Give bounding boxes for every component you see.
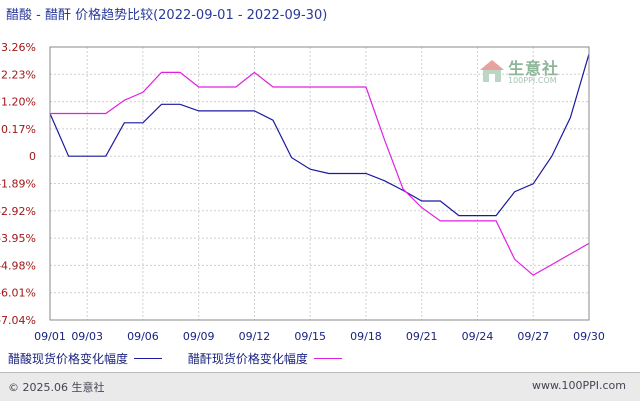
- y-tick-label: -6.01%: [0, 287, 36, 300]
- x-tick-label: 09/21: [406, 330, 438, 343]
- x-tick-label: 09/27: [517, 330, 549, 343]
- legend-line-acetic-anhydride: [313, 358, 342, 359]
- y-tick-label: -7.04%: [0, 314, 36, 327]
- watermark-logo: 生意社 100PPI.COM: [476, 52, 586, 92]
- legend-item-acetic-anhydride: 醋酐现货价格变化幅度: [188, 350, 342, 367]
- plot-frame: [49, 46, 590, 321]
- y-tick-label: 1.20%: [1, 96, 36, 109]
- x-tick-label: 09/12: [239, 330, 271, 343]
- x-tick-label: 09/03: [71, 330, 103, 343]
- legend: 醋酸现货价格变化幅度 醋酐现货价格变化幅度: [8, 350, 364, 367]
- x-tick-label: 09/24: [462, 330, 494, 343]
- series-line-acetic-anhydride: [50, 71, 590, 276]
- x-tick-label: 09/01: [34, 330, 66, 343]
- y-tick-label: 0.17%: [1, 123, 36, 136]
- watermark-url: 100PPI.COM: [508, 76, 557, 85]
- house-icon: [480, 60, 504, 82]
- y-tick-label: -3.95%: [0, 232, 36, 245]
- legend-item-acetic-acid: 醋酸现货价格变化幅度: [8, 350, 163, 367]
- copyright-text: © 2025.06 生意社: [8, 381, 105, 394]
- x-axis-ticks: 09/01 09/03 09/06 09/09 09/12 09/15 09/18 09/21…: [34, 330, 605, 343]
- chart-area: 3.26% 2.23% 1.20% 0.17% 0 -1.89% -2.92% -3.95% -…: [0, 41, 605, 343]
- y-axis-ticks: 3.26% 2.23% 1.20% 0.17% 0 -1.89% -2.92% -3.95% -…: [0, 41, 36, 327]
- site-link[interactable]: www.100PPI.com: [532, 379, 626, 392]
- legend-label-acetic-anhydride: 醋酐现货价格变化幅度: [187, 352, 308, 366]
- legend-label-acetic-acid: 醋酸现货价格变化幅度: [8, 352, 129, 366]
- series-lines: [49, 53, 590, 276]
- y-tick-label: 2.23%: [1, 68, 36, 81]
- x-tick-label: 09/06: [127, 330, 159, 343]
- chart-title: 醋酸 - 醋酐 价格趋势比较(2022-09-01 - 2022-09-30): [6, 8, 328, 23]
- series-line-acetic-acid: [49, 53, 590, 217]
- legend-line-acetic-acid: [134, 358, 163, 359]
- footer-bar: © 2025.06 生意社 www.100PPI.com: [0, 372, 640, 401]
- y-tick-label: -1.89%: [0, 178, 36, 191]
- watermark-name: 生意社: [508, 59, 560, 78]
- x-tick-label: 09/18: [350, 330, 382, 343]
- y-tick-label: 0: [29, 150, 36, 163]
- x-tick-label: 09/30: [573, 330, 605, 343]
- y-tick-label: 3.26%: [1, 41, 36, 54]
- x-tick-label: 09/15: [294, 330, 326, 343]
- x-tick-label: 09/09: [183, 330, 215, 343]
- y-tick-label: -2.92%: [0, 205, 36, 218]
- y-tick-label: -4.98%: [0, 259, 36, 272]
